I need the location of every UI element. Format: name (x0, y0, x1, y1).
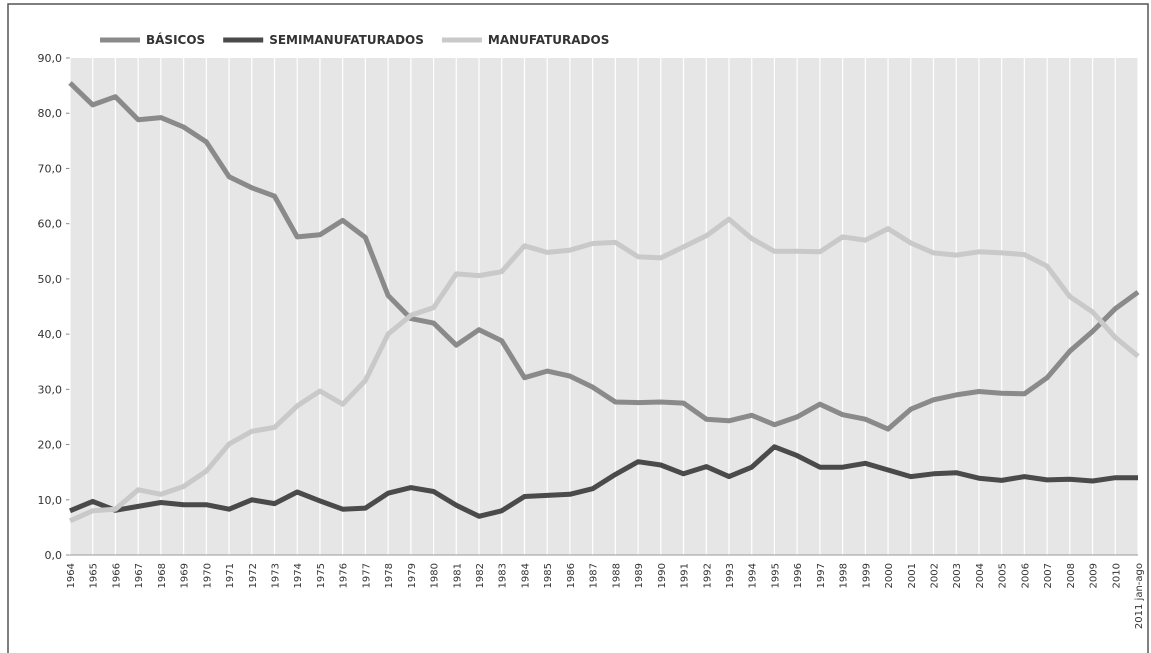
y-tick-label: 30,0 (38, 383, 63, 396)
x-tick-label: 1970 (202, 563, 213, 588)
x-tick-label: 1977 (361, 563, 372, 588)
x-tick-label: 1978 (384, 563, 395, 588)
x-tick-label: 1981 (452, 563, 463, 588)
x-tick-label: 1980 (430, 563, 441, 588)
x-tick-label: 2011 jan-ago (1134, 563, 1145, 629)
x-tick-label: 1989 (634, 563, 645, 588)
y-tick-label: 50,0 (38, 273, 63, 286)
frame (7, 3, 1149, 653)
x-tick-label: 1979 (407, 563, 418, 588)
y-tick-label: 60,0 (38, 218, 63, 231)
x-tick-label: 1993 (725, 563, 736, 588)
y-tick-label: 70,0 (38, 162, 63, 175)
y-tick-label: 90,0 (38, 52, 63, 65)
x-tick-label: 1975 (316, 563, 327, 588)
x-tick-label: 1966 (111, 563, 122, 588)
x-tick-label: 1994 (748, 563, 759, 588)
x-tick-label: 1986 (566, 563, 577, 588)
x-tick-label: 2010 (1111, 563, 1122, 588)
series-line (68, 216, 1140, 524)
x-tick-label: 1974 (293, 563, 304, 588)
x-tick-label: 2009 (1089, 563, 1100, 588)
x-tick-label: 1968 (157, 563, 168, 588)
x-tick-label: 2000 (884, 563, 895, 588)
x-tick-label: 2002 (929, 563, 940, 588)
x-tick-label: 1996 (793, 563, 804, 588)
x-tick-label: 1995 (770, 563, 781, 588)
y-tick-label: 40,0 (38, 328, 63, 341)
x-tick-label: 2008 (1066, 563, 1077, 588)
x-tick-label: 1969 (180, 563, 191, 588)
x-tick-label: 1982 (475, 563, 486, 588)
x-tick-label: 2007 (1043, 563, 1054, 588)
x-tick-label: 1988 (611, 563, 622, 588)
series-line (68, 81, 1140, 432)
y-tick-label: 0,0 (45, 549, 63, 562)
x-tick-label: 2006 (1020, 563, 1031, 588)
x-tick-label: 1997 (816, 563, 827, 588)
series-line (69, 444, 1138, 519)
x-tick-label: 1984 (520, 563, 531, 588)
x-tick-label: 1999 (861, 563, 872, 588)
x-tick-label: 1973 (271, 563, 282, 588)
x-tick-label: 1971 (225, 563, 236, 588)
x-tick-label: 2005 (998, 563, 1009, 588)
x-tick-label: 1987 (589, 563, 600, 588)
x-tick-label: 1990 (657, 563, 668, 588)
legend-label: BÁSICOS (146, 32, 205, 47)
y-tick-label: 20,0 (38, 439, 63, 452)
x-tick-label: 2003 (952, 563, 963, 588)
x-tick-label: 1998 (839, 563, 850, 588)
x-tick-label: 1976 (339, 563, 350, 588)
y-tick-label: 10,0 (38, 494, 63, 507)
x-tick-label: 1991 (680, 563, 691, 588)
legend-label: MANUFATURADOS (488, 33, 609, 47)
x-tick-label: 2001 (907, 563, 918, 588)
x-tick-label: 1967 (134, 563, 145, 588)
x-tick-label: 1985 (543, 563, 554, 588)
x-tick-label: 1972 (248, 563, 259, 588)
x-tick-label: 1964 (66, 563, 77, 588)
legend-label: SEMIMANUFATURADOS (269, 33, 424, 47)
x-tick-label: 1983 (498, 563, 509, 588)
x-tick-label: 2004 (975, 563, 986, 588)
x-tick-label: 1992 (702, 563, 713, 588)
x-tick-label: 1965 (89, 563, 100, 588)
y-tick-label: 80,0 (38, 107, 63, 120)
